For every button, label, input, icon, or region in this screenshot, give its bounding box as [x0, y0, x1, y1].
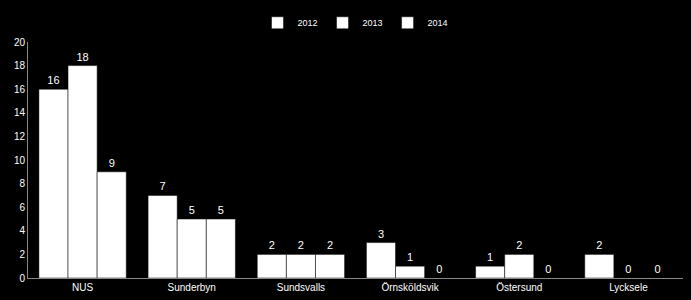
svg-text:Örnsköldsvik: Örnsköldsvik — [381, 282, 439, 293]
svg-text:18: 18 — [14, 60, 26, 71]
svg-text:0: 0 — [654, 263, 660, 275]
svg-text:5: 5 — [218, 204, 224, 216]
svg-text:2013: 2013 — [363, 18, 383, 28]
svg-text:2: 2 — [516, 239, 522, 251]
svg-text:3: 3 — [378, 228, 384, 240]
svg-text:1: 1 — [407, 251, 413, 263]
svg-text:7: 7 — [160, 180, 166, 192]
svg-text:Lycksele: Lycksele — [609, 282, 648, 293]
svg-text:20: 20 — [14, 37, 26, 48]
svg-text:2: 2 — [19, 249, 25, 260]
svg-text:NUS: NUS — [72, 282, 93, 293]
svg-text:2014: 2014 — [428, 18, 448, 28]
svg-text:Sundsvalls: Sundsvalls — [277, 282, 325, 293]
svg-text:2: 2 — [298, 239, 304, 251]
svg-text:0: 0 — [545, 263, 551, 275]
svg-text:Östersund: Östersund — [496, 282, 542, 293]
svg-text:Sunderbyn: Sunderbyn — [168, 282, 216, 293]
svg-text:10: 10 — [14, 155, 26, 166]
svg-text:16: 16 — [14, 84, 26, 95]
svg-text:0: 0 — [625, 263, 631, 275]
svg-text:12: 12 — [14, 131, 26, 142]
svg-text:2: 2 — [596, 239, 602, 251]
svg-text:2: 2 — [269, 239, 275, 251]
svg-text:0: 0 — [436, 263, 442, 275]
svg-text:6: 6 — [19, 202, 25, 213]
svg-text:14: 14 — [14, 107, 26, 118]
svg-text:16: 16 — [47, 74, 59, 86]
svg-text:1: 1 — [487, 251, 493, 263]
svg-text:18: 18 — [76, 51, 88, 63]
svg-text:9: 9 — [109, 157, 115, 169]
svg-text:4: 4 — [19, 225, 25, 236]
svg-text:5: 5 — [189, 204, 195, 216]
svg-text:0: 0 — [19, 273, 25, 284]
svg-text:2012: 2012 — [298, 18, 318, 28]
svg-text:2: 2 — [327, 239, 333, 251]
svg-text:8: 8 — [19, 178, 25, 189]
